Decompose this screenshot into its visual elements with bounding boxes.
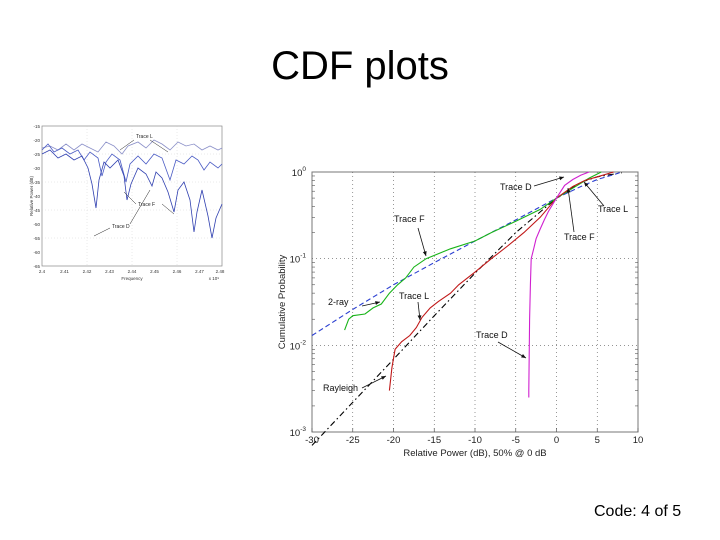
series-rayleigh [311,172,622,446]
annotation-arrow [417,227,427,257]
inset-y-ticks: -15 -20 -25 -30 -35 -40 -45 -50 -55 -60 … [33,124,40,269]
x-tick-label: -15 [427,435,441,446]
inset-annotation-arrows [93,139,175,237]
x-axis-label: Relative Power (dB), 50% @ 0 dB [403,448,546,459]
inset-annotation: Trace L [136,134,153,140]
inset-y-tick: -20 [33,138,40,143]
inset-x-tick: 2.41 [60,269,69,274]
annotation-label: Trace F [564,232,595,242]
annotation-label: Trace F [394,214,425,224]
annotation-arrowhead [381,376,386,380]
annotation-arrowhead [566,188,571,193]
inset-trace-d [41,149,223,239]
annotation-arrow [583,181,605,207]
inset-y-tick: -40 [33,194,40,199]
inset-x-ticks: 2.4 2.41 2.42 2.43 2.44 2.45 2.46 2.47 2… [39,269,225,274]
inset-x-tick: 2.4 [39,269,46,274]
annotation-arrowhead [559,176,564,181]
inset-y-tick: -45 [33,208,40,213]
annotation-label: Trace L [598,204,628,214]
y-tick-label: 10-1 [290,253,307,266]
x-tick-label: -10 [468,435,482,446]
annotation-arrowhead [417,315,422,320]
y-tick-label: 100 [292,166,307,179]
x-tick-label: -20 [387,435,401,446]
x-tick-label: -5 [512,435,520,446]
inset-y-tick: -25 [33,152,40,157]
inset-x-tick: 2.42 [83,269,92,274]
slide-title: CDF plots [271,44,449,88]
annotation-label: 2-ray [328,297,349,307]
inset-x-tick: 2.43 [105,269,114,274]
inset-y-tick: -60 [33,250,40,255]
series-trace-f [344,171,602,331]
annotation-label: Trace L [399,291,429,301]
x-tick-label: -30 [305,435,319,446]
inset-traces [41,139,223,239]
annotation-arrowhead [375,301,380,305]
annotation-arrow [567,187,575,233]
inset-trace-f [41,143,223,183]
annotation-arrowhead [422,251,427,256]
inset-y-tick: -30 [33,166,40,171]
annotations: Trace D Trace L Trace F Trace F 2-ray Trace L… [323,176,628,393]
inset-x-tick: 2.45 [150,269,159,274]
inset-trace-l [41,139,223,155]
annotation-label: Trace D [500,182,532,192]
y-axis-label: Cumulative Probability [277,254,288,349]
inset-y-tick: -55 [33,236,40,241]
annotation-arrow [533,176,565,187]
annotation-arrowhead [521,354,526,358]
annotation-label: Trace D [476,330,508,340]
inset-annotations: Trace L Trace F Trace D [112,134,155,230]
x-tick-label: 10 [633,435,644,446]
annotation-arrow [497,341,527,359]
series-2-ray [311,171,622,336]
inset-x-tick: 2.46 [173,269,182,274]
inset-y-tick: -35 [33,180,40,185]
x-tick-label: 0 [554,435,559,446]
series-trace-d [528,171,590,398]
inset-y-tick: -15 [33,124,40,129]
x-tick-label: 5 [595,435,600,446]
annotation-arrowhead [584,182,589,187]
inset-x-multiplier: x 10⁹ [209,276,220,281]
cdf-chart: -30 -25 -20 -15 -10 -5 0 5 10 100 10-1 10-2 10-3 Tra… [277,166,644,459]
annotation-label: Rayleigh [323,383,358,393]
y-tick-label: 10-3 [290,426,307,439]
inset-ylabel: Relative Power (dB) [29,175,34,216]
y-tick-label: 10-2 [290,339,307,352]
inset-x-tick: 2.47 [195,269,204,274]
inset-x-tick: 2.48 [216,269,225,274]
x-tick-label: -25 [346,435,360,446]
inset-xlabel: Frequency [121,276,143,281]
inset-y-tick: -50 [33,222,40,227]
slide-footer: Code: 4 of 5 [594,503,682,520]
inset-annotation: Trace F [138,202,155,208]
inset-chart: -15 -20 -25 -30 -35 -40 -45 -50 -55 -60 … [29,124,225,281]
gridlines [312,172,638,432]
inset-annotation: Trace D [112,224,130,230]
inset-x-tick: 2.44 [128,269,137,274]
inset-y-tick: -65 [33,264,40,269]
